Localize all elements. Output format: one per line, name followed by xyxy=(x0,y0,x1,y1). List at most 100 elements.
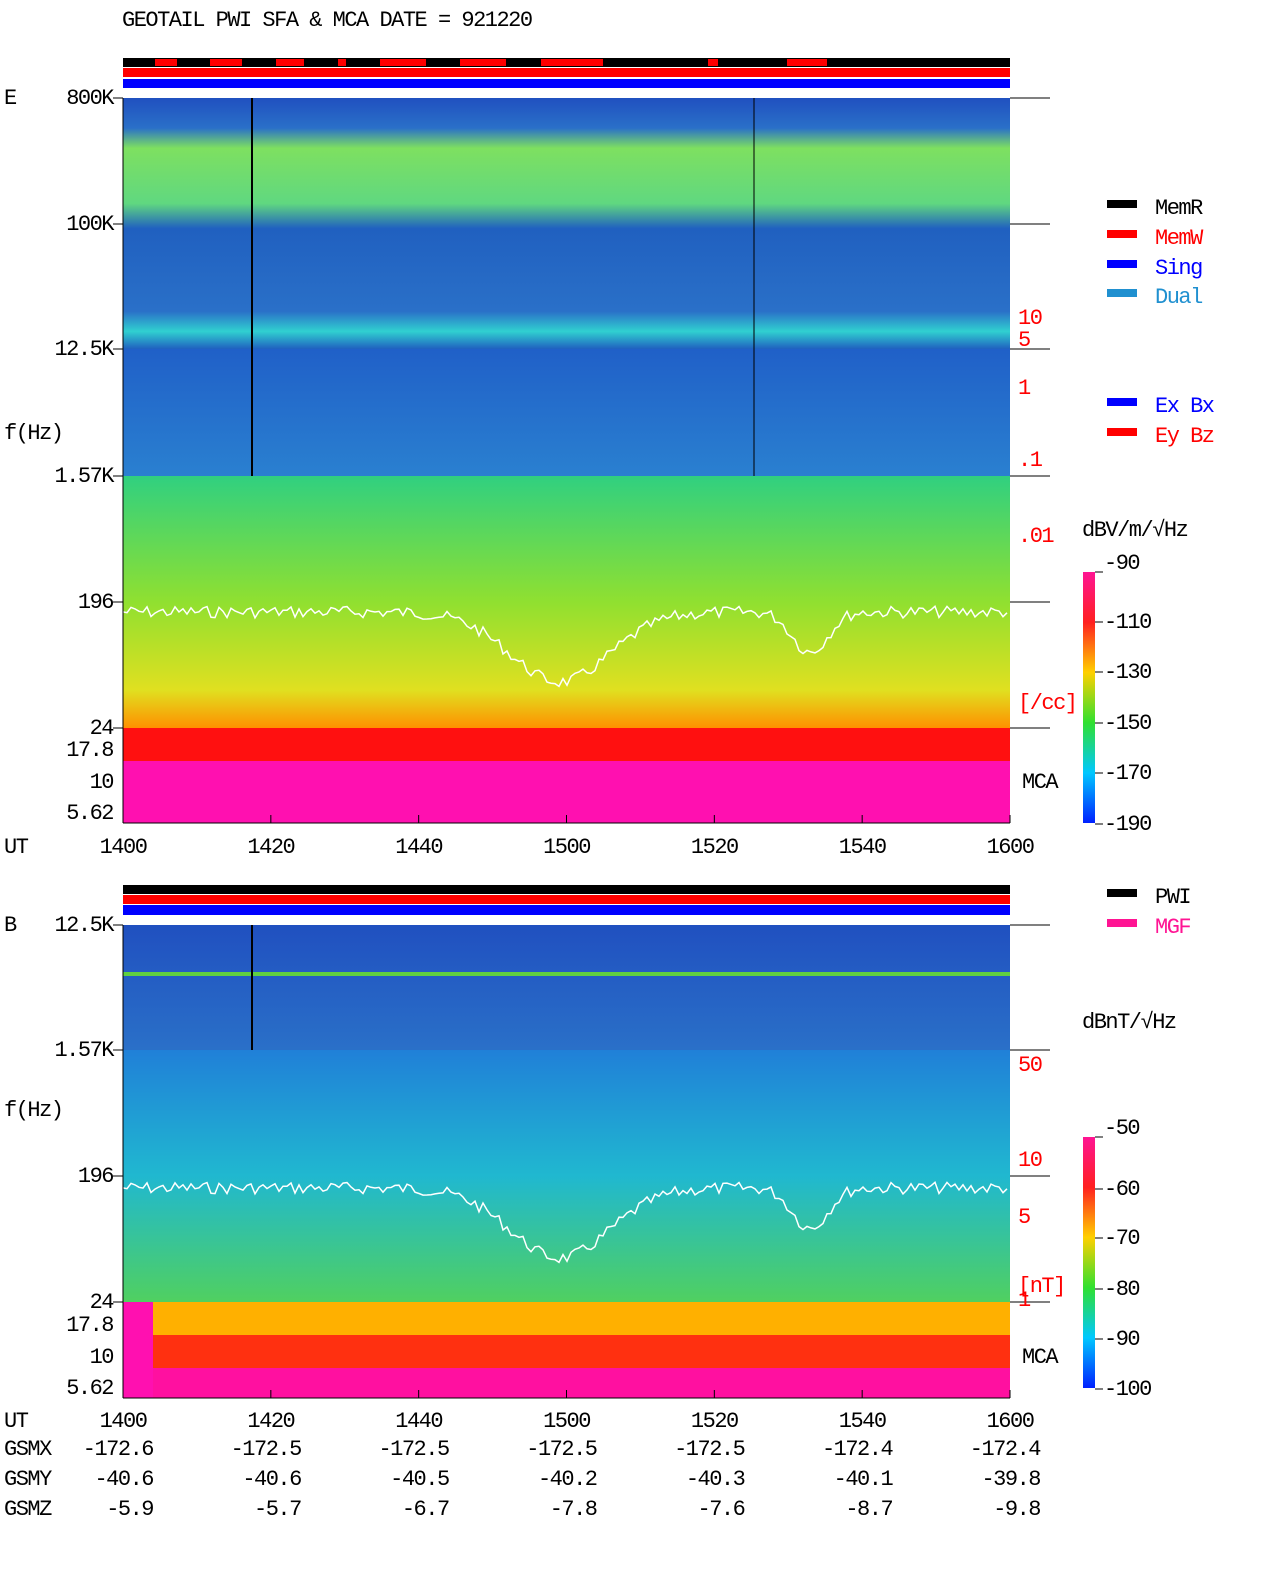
mca-label: MCA xyxy=(1022,1345,1059,1370)
orbit-label: GSMZ xyxy=(4,1497,52,1522)
colorbar-tick-label: -80 xyxy=(1104,1277,1139,1302)
mca-band xyxy=(123,761,1010,823)
colorbar-title: dBnT/√Hz xyxy=(1082,1010,1176,1035)
orbit-value: -172.5 xyxy=(674,1437,745,1462)
freq-tick-label: 800K xyxy=(66,86,115,111)
colorbar-tick-label: -90 xyxy=(1104,1327,1139,1352)
density-scale-label: .1 xyxy=(1018,448,1043,473)
time-tick-label: 1540 xyxy=(839,835,886,860)
freq-tick-label: 12.5K xyxy=(54,913,115,938)
orbit-value: -172.5 xyxy=(378,1437,449,1462)
colorbar-tick-label: -90 xyxy=(1104,551,1139,576)
orbit-label: GSMX xyxy=(4,1437,52,1462)
orbit-value: -7.8 xyxy=(550,1497,597,1522)
status-bar xyxy=(123,885,1010,894)
status-bar xyxy=(123,79,1010,88)
orbit-value: -40.5 xyxy=(390,1467,449,1492)
orbit-value: -40.6 xyxy=(94,1467,153,1492)
density-scale-label: .01 xyxy=(1018,524,1054,549)
mca-band xyxy=(123,1302,1010,1335)
legend-entry: MemR xyxy=(1155,196,1203,221)
legend-entry: Dual xyxy=(1155,285,1202,310)
title: GEOTAIL PWI SFA & MCA DATE = 921220 xyxy=(122,8,532,33)
legend-swatch xyxy=(1107,200,1137,208)
legend-entry: MGF xyxy=(1155,915,1190,940)
time-tick-label: 1520 xyxy=(691,835,738,860)
freq-tick-label: 196 xyxy=(78,1164,113,1189)
freq-tick-label: 1.57K xyxy=(54,1038,115,1063)
legend-swatch xyxy=(1107,919,1137,927)
orbit-value: -5.9 xyxy=(106,1497,153,1522)
time-axis-label: UT xyxy=(4,1409,29,1434)
freq-tick-label: 17.8 xyxy=(66,1313,113,1338)
colorbar-tick-label: -100 xyxy=(1104,1377,1151,1402)
time-tick-label: 1500 xyxy=(543,835,590,860)
orbit-value: -5.7 xyxy=(254,1497,301,1522)
time-axis-label: UT xyxy=(4,835,29,860)
colorbar-tick-label: -170 xyxy=(1104,761,1151,786)
orbit-value: -6.7 xyxy=(402,1497,449,1522)
legend-swatch xyxy=(1107,398,1137,406)
time-tick-label: 1400 xyxy=(100,1409,147,1434)
spectrogram xyxy=(123,476,1010,728)
freq-tick-label: 10 xyxy=(90,770,114,795)
spectrogram xyxy=(123,349,1010,476)
freq-tick-label: 1.57K xyxy=(54,464,115,489)
spectrogram xyxy=(123,925,1010,1050)
spectrogram xyxy=(123,1050,1010,1302)
orbit-value: -7.6 xyxy=(698,1497,745,1522)
legend-swatch xyxy=(1107,260,1137,268)
legend-swatch xyxy=(1107,889,1137,897)
density-trace xyxy=(122,605,1008,688)
colorbar-tick-label: -150 xyxy=(1104,711,1151,736)
colorbar-tick-label: -60 xyxy=(1104,1177,1139,1202)
legend-swatch xyxy=(1107,428,1137,436)
legend-entry: Sing xyxy=(1155,256,1202,281)
orbit-value: -172.6 xyxy=(83,1437,154,1462)
legend-entry: MemW xyxy=(1155,226,1204,251)
time-tick-label: 1600 xyxy=(987,835,1034,860)
freq-tick-label: 24 xyxy=(90,716,115,741)
legend-swatch xyxy=(1107,289,1137,297)
orbit-value: -172.4 xyxy=(970,1437,1042,1462)
density-trace xyxy=(122,1181,1008,1264)
colorbar-tick-label: -190 xyxy=(1104,812,1151,837)
time-tick-label: 1500 xyxy=(543,1409,590,1434)
time-tick-label: 1520 xyxy=(691,1409,738,1434)
status-bar xyxy=(123,895,1010,904)
time-tick-label: 1600 xyxy=(987,1409,1034,1434)
colorbar-tick-label: -50 xyxy=(1104,1116,1139,1141)
orbit-value: -40.6 xyxy=(242,1467,301,1492)
freq-tick-label: 24 xyxy=(90,1290,115,1315)
freq-tick-label: 196 xyxy=(78,590,113,615)
density-scale-label: 1 xyxy=(1018,376,1031,401)
spectrogram xyxy=(123,98,1010,349)
time-tick-label: 1540 xyxy=(839,1409,886,1434)
status-blocks xyxy=(155,59,827,66)
orbit-value: -172.5 xyxy=(231,1437,302,1462)
legend-entry: PWI xyxy=(1155,885,1190,910)
density-scale-label: 10 xyxy=(1018,306,1042,331)
orbit-value: -8.7 xyxy=(845,1497,892,1522)
y-axis-label: f(Hz) xyxy=(4,421,63,446)
colorbar-tick-label: -70 xyxy=(1104,1226,1139,1251)
orbit-value: -40.3 xyxy=(686,1467,745,1492)
orbit-value: -39.8 xyxy=(981,1467,1040,1492)
orbit-value: -172.5 xyxy=(526,1437,597,1462)
freq-tick-label: 5.62 xyxy=(66,801,113,826)
density-scale-label: 5 xyxy=(1018,1205,1030,1230)
time-tick-label: 1420 xyxy=(247,835,294,860)
colorbar-tick-label: -110 xyxy=(1104,610,1151,635)
freq-tick-label: 10 xyxy=(90,1345,114,1370)
status-bar xyxy=(123,68,1010,77)
time-tick-label: 1420 xyxy=(247,1409,294,1434)
density-scale-label: 10 xyxy=(1018,1148,1042,1173)
mca-band xyxy=(123,1302,153,1398)
spectrogram-line xyxy=(123,972,1010,976)
density-scale-label: 50 xyxy=(1018,1053,1042,1078)
status-bar xyxy=(123,905,1010,915)
colorbar xyxy=(1083,1137,1095,1388)
panel-label: B xyxy=(4,913,17,938)
time-tick-label: 1400 xyxy=(100,835,147,860)
freq-tick-label: 12.5K xyxy=(54,337,115,362)
